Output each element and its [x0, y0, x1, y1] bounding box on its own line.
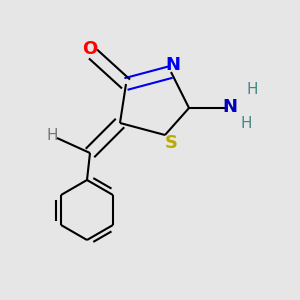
Text: N: N: [165, 56, 180, 74]
Text: N: N: [222, 98, 237, 116]
Text: S: S: [164, 134, 178, 152]
Text: H: H: [47, 128, 58, 142]
Text: O: O: [82, 40, 98, 58]
Text: H: H: [240, 116, 252, 130]
Text: H: H: [246, 82, 258, 98]
